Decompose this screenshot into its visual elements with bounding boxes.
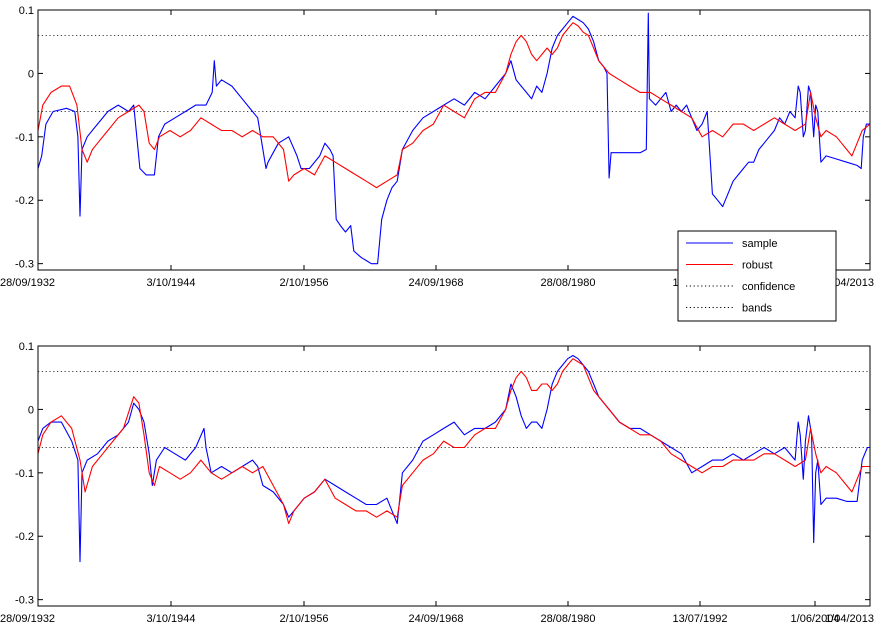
legend-label: bands [742,303,772,315]
y-tick-label: -0.3 [15,595,34,607]
y-tick-label: -0.2 [15,195,34,207]
y-tick-label: 0.1 [19,341,34,353]
x-tick-label: 28/08/1980 [540,613,595,625]
x-tick-label: 3/10/1944 [147,277,196,289]
x-tick-label: 1/04/2013 [825,277,874,289]
y-tick-label: 0 [28,68,34,80]
y-tick-label: 0.1 [19,5,34,17]
x-tick-label: 28/09/1932 [0,613,55,625]
x-tick-label: 3/10/1944 [147,613,196,625]
y-tick-label: -0.1 [15,468,34,480]
x-tick-label: 28/09/1932 [0,277,55,289]
series-line-sample [37,12,870,265]
x-tick-label: 24/09/1968 [408,277,463,289]
x-tick-label: 1/06/2004 [791,613,840,625]
y-tick-label: -0.2 [15,531,34,543]
x-tick-label: 24/09/1968 [408,613,463,625]
legend-label: confidence [742,281,795,293]
bottom-panel: 0.1 0 -0.1 -0.2 -0.3 28/09/1932 3/10/1944 2/10/… [0,341,874,625]
series-line-robust [37,22,871,189]
y-tick-label: -0.1 [15,132,34,144]
x-tick-label: 13/07/1992 [672,613,727,625]
plot-frame [37,345,871,607]
x-tick-label: 2/10/1956 [280,277,329,289]
x-tick-label: 28/08/1980 [540,277,595,289]
legend: sample robust confidence bands [677,230,837,322]
plot-frame [37,9,871,271]
y-tick-label: -0.3 [15,259,34,271]
series-line-sample [37,354,870,563]
y-tick-label: 0 [28,404,34,416]
legend-label: sample [742,238,777,250]
legend-box [677,230,837,322]
series-line-robust [37,358,870,525]
x-tick-label: 1/04/2013 [825,613,874,625]
legend-label: robust [742,260,773,272]
x-tick-label: 2/10/1956 [280,613,329,625]
